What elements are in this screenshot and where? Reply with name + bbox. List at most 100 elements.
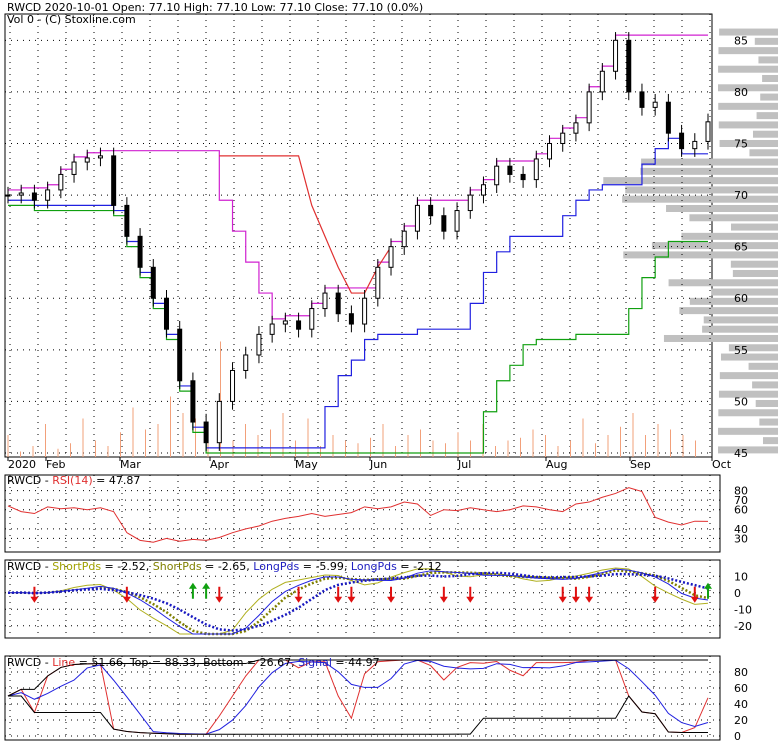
volume-profile-bar: [754, 37, 778, 45]
candle-body: [665, 101, 671, 134]
candle-body: [335, 292, 341, 315]
down-arrow-head-icon: [571, 596, 580, 603]
down-arrow-head-icon: [690, 596, 699, 603]
up-arrow-head-icon: [202, 582, 211, 589]
volume-profile-bar: [718, 427, 778, 435]
stoch-top-line: [7, 659, 708, 697]
stoch-tick-label: 40: [734, 698, 748, 711]
volume-profile-bar: [689, 297, 778, 305]
candle-body: [375, 266, 381, 299]
volume-profile-bar: [728, 344, 778, 352]
candle-body: [494, 165, 500, 186]
candle-body: [309, 308, 315, 330]
candle-body: [190, 380, 196, 423]
volume-profile-bar: [762, 74, 778, 82]
rsi-panel-frame: [4, 474, 721, 553]
volume-profile-bar: [760, 93, 778, 101]
volume-profile-bar: [702, 325, 778, 333]
up-arrow-head-icon: [704, 582, 712, 589]
rsi-line: [7, 487, 709, 543]
candle-body: [586, 91, 592, 124]
price-panel: 85 80 75 70 65 60 55 50 45 2020 Feb Mar Apr May Jun Ju…: [4, 1, 778, 471]
volume-profile-bar: [689, 214, 778, 222]
rsi-title: RWCD - RSI(14) = 47.87: [7, 474, 140, 487]
rsi-tick-label: 70: [734, 494, 748, 507]
long-channel-line: [8, 204, 708, 454]
candle-body: [401, 230, 407, 248]
price-x-tick-label: Feb: [46, 458, 65, 471]
volume-profile-bar: [749, 149, 778, 157]
price-y-axis: 85 80 75 70 65 60 55 50 45: [734, 34, 748, 460]
candle-body: [71, 161, 77, 175]
volume-profile-bar: [758, 56, 778, 64]
candle-body: [652, 101, 658, 108]
candle-body: [626, 39, 632, 93]
candle-body: [216, 400, 222, 444]
candle-body: [520, 173, 526, 181]
pds-arrows: [30, 582, 712, 603]
candle-body: [243, 354, 249, 371]
price-candles: [5, 32, 711, 451]
volume-profile-bar: [752, 381, 778, 389]
price-tick-label: 85: [734, 34, 748, 47]
candle-body: [177, 328, 183, 382]
candle-body: [362, 297, 368, 325]
candle-body: [203, 421, 209, 444]
candle-body: [111, 155, 117, 206]
stoch-y-axis: 80 60 40 20 0: [734, 666, 748, 743]
down-arrow-head-icon: [334, 596, 343, 603]
rsi-lines: [7, 487, 709, 543]
candle-body: [296, 320, 302, 330]
volume-profile-bar: [719, 372, 778, 380]
price-x-tick-label: 2020: [8, 458, 36, 471]
candle-body: [692, 140, 698, 150]
pds-tick-label: 10: [734, 570, 748, 583]
volume-profile-bar: [732, 269, 778, 277]
down-arrow-head-icon: [387, 596, 396, 603]
candle-body: [163, 297, 169, 330]
volume-profile-bar: [718, 121, 778, 129]
down-arrow-head-icon: [585, 596, 594, 603]
price-tick-label: 75: [734, 137, 748, 150]
candle-body: [31, 192, 37, 201]
candle-body: [388, 246, 394, 268]
stoch-lines: [7, 659, 709, 735]
candle-body: [454, 210, 460, 232]
volume-profile-bar: [718, 65, 778, 73]
down-arrow-head-icon: [439, 596, 448, 603]
down-arrow-head-icon: [651, 596, 660, 603]
candle-body: [480, 184, 486, 196]
candle-body: [414, 204, 420, 232]
stoch-bottom-line: [8, 695, 708, 735]
candle-body: [467, 194, 473, 212]
stoch-signal-line: [7, 659, 709, 735]
candle-body: [428, 204, 434, 217]
stoch-tick-label: 20: [734, 714, 748, 727]
volume-profile-bar: [623, 251, 778, 259]
volume-profile-bar: [755, 399, 778, 407]
down-arrow-head-icon: [122, 596, 131, 603]
candle-body: [639, 91, 645, 108]
stoch-tick-label: 60: [734, 682, 748, 695]
pds-lines: [7, 567, 709, 636]
candle-body: [507, 165, 513, 175]
price-x-axis: 2020 Feb Mar Apr May Jun Jul Aug Sep Oct: [7, 457, 732, 471]
volume-profile-bar: [711, 288, 778, 296]
volume-profile-bar: [703, 316, 778, 324]
price-tick-label: 70: [734, 189, 748, 202]
price-tick-label: 50: [734, 395, 748, 408]
volume-bars: [7, 341, 696, 457]
price-tick-label: 65: [734, 241, 748, 254]
candle-body: [150, 266, 156, 299]
volume-profile-bar: [748, 362, 778, 370]
rsi-grid: [5, 475, 720, 552]
volume-profile-bar: [718, 47, 778, 55]
pds-tick-label: -10: [734, 603, 752, 616]
price-x-tick-label: Apr: [210, 458, 230, 471]
price-panel-frame: [4, 13, 713, 458]
candle-body: [84, 157, 90, 163]
volume-profile-bar: [762, 437, 778, 445]
volume-profile-bar: [625, 186, 778, 194]
